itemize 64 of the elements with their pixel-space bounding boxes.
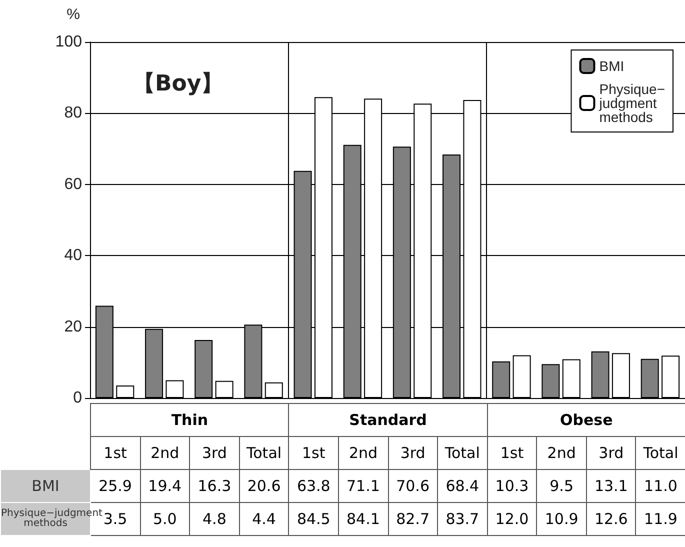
y-axis-title: %: [66, 6, 80, 23]
x-tick-label: 1st: [288, 436, 338, 470]
data-label: 63.8: [288, 470, 338, 502]
y-tick-label: 0: [73, 390, 82, 406]
data-label: 71.1: [338, 470, 388, 502]
data-label: 84.1: [338, 502, 388, 536]
data-label: 4.4: [239, 502, 289, 536]
data-label: 68.4: [438, 470, 488, 502]
y-tick-label: 80: [64, 104, 82, 122]
x-tick-label: 3rd: [388, 436, 438, 470]
text: 【Boy】: [133, 72, 224, 96]
data-label: 12.6: [586, 502, 636, 536]
x-tick-label: Total: [438, 436, 488, 470]
x-tick-label: Total: [239, 436, 289, 470]
data-label: 10.9: [536, 502, 586, 536]
y-tick-label: 20: [64, 318, 82, 336]
bar: [662, 356, 680, 398]
x-tick-label: 2nd: [338, 436, 388, 470]
bar: [166, 380, 184, 398]
bar: [612, 353, 630, 398]
text: BMI: [32, 477, 60, 495]
data-label: 19.4: [140, 470, 190, 502]
x-tick-label: 3rd: [190, 436, 240, 470]
text: Physique−judgment methods: [1, 508, 102, 529]
bar: [562, 359, 580, 398]
text: Standard: [288, 404, 488, 436]
data-label: 11.9: [636, 502, 685, 536]
data-label: 70.6: [388, 470, 438, 502]
data-label: 82.7: [388, 502, 438, 536]
data-label: 4.8: [190, 502, 240, 536]
y-tick-label: 60: [64, 176, 82, 193]
bar: [264, 382, 283, 398]
data-label: 25.9: [90, 470, 140, 502]
data-label: 9.5: [536, 470, 586, 502]
data-label: 5.0: [140, 502, 190, 536]
x-tick-label: 1st: [487, 436, 537, 470]
data-label: 11.0: [636, 470, 685, 502]
legend-label: Physique− judgment methods: [598, 81, 666, 125]
bar: [591, 351, 610, 398]
x-tick-label: Total: [636, 436, 685, 470]
bar: [116, 386, 134, 398]
bar: [512, 355, 531, 398]
x-tick-label: 2nd: [140, 436, 190, 470]
data-label: 20.6: [239, 470, 289, 502]
bar: [542, 364, 560, 398]
data-label: 84.5: [288, 502, 338, 536]
text: Obese: [487, 404, 685, 436]
x-tick-label: 2nd: [536, 436, 586, 470]
bar: [640, 358, 659, 398]
legend-label: BMI: [599, 58, 624, 74]
data-label: 3.5: [103, 510, 128, 528]
y-tick-label: 40: [64, 247, 82, 264]
data-label: 13.1: [586, 470, 636, 502]
text: Thin: [90, 404, 289, 436]
y-tick-label: 100: [55, 34, 82, 50]
x-tick-label: 3rd: [586, 436, 636, 470]
data-label: 12.0: [487, 502, 537, 536]
data-label: 16.3: [190, 470, 240, 502]
data-label: 10.3: [487, 470, 537, 502]
x-tick-label: 1st: [90, 436, 140, 470]
bar: [492, 361, 510, 398]
data-label: 83.7: [438, 502, 488, 536]
bar: [194, 340, 213, 398]
bar: [215, 380, 234, 398]
